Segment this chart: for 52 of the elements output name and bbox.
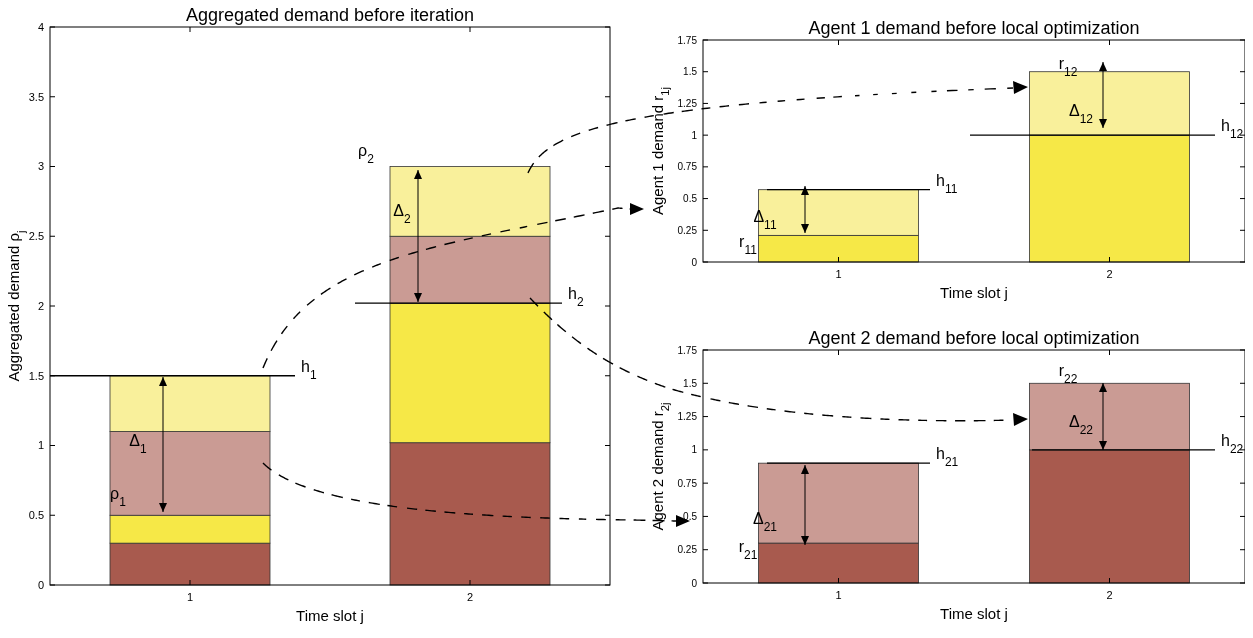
y-tick-label: 0.75: [677, 477, 698, 489]
bar: [1029, 134, 1190, 263]
y-tick-label: 2: [37, 299, 44, 312]
x-tick-label: 1: [835, 589, 842, 601]
y-tick-label: 4: [37, 20, 44, 33]
y-tick-label: 1: [691, 129, 698, 141]
annotation: ρ$_{2}$: [358, 141, 375, 166]
x-axis-title: Time slot j: [296, 607, 364, 624]
annotation: Δ$_{12}$: [1068, 101, 1094, 126]
y-tick-label: 1.25: [677, 411, 698, 423]
x-tick-label: 1: [186, 591, 194, 603]
annotation: r$_{21}$: [738, 537, 758, 562]
y-tick-label: 0: [691, 256, 698, 268]
annotation: Δ$_{22}$: [1068, 412, 1094, 437]
y-tick-label: 1.75: [677, 344, 698, 356]
y-tick-label: 3: [37, 160, 44, 173]
x-axis-title: Time slot j: [940, 284, 1008, 301]
annotation: ρ$_{1}$: [110, 484, 127, 509]
y-tick-label: 0.5: [683, 510, 698, 522]
x-tick-label: 2: [466, 591, 474, 603]
y-tick-label: 1: [37, 439, 44, 452]
y-tick-label: 0.5: [683, 193, 698, 205]
y-tick-label: 0.5: [28, 509, 44, 522]
annotation: r$_{11}$: [739, 232, 758, 257]
y-tick-label: 3.5: [28, 90, 44, 103]
ref-line-label: h$_{22}$: [1221, 431, 1244, 456]
y-tick-label: 1: [691, 444, 698, 456]
annotation: r$_{12}$: [1058, 54, 1078, 79]
x-axis-title: Time slot j: [940, 605, 1008, 622]
ref-line-label: h$_{11}$: [936, 171, 958, 196]
ref-line-label: h$_{1}$: [301, 357, 317, 382]
chart-title: Aggregated demand before iteration: [185, 5, 475, 25]
y-tick-label: 1.5: [683, 377, 698, 389]
y-tick-label: 0: [691, 577, 698, 589]
y-tick-label: 0.75: [677, 161, 698, 173]
y-tick-label: 0.25: [677, 224, 698, 236]
y-tick-label: 1.5: [683, 66, 698, 78]
y-tick-label: 1.75: [677, 34, 698, 46]
chart-title: Agent 1 demand before local optimization: [808, 18, 1140, 38]
ref-line-label: h$_{21}$: [936, 445, 959, 470]
annotation: r$_{22}$: [1058, 361, 1078, 386]
x-tick-label: 2: [1106, 589, 1113, 601]
ref-line-label: h$_{12}$: [1221, 117, 1244, 142]
y-tick-label: 2.5: [28, 230, 44, 243]
y-tick-label: 0.25: [677, 544, 698, 556]
y-tick-label: 1.5: [28, 369, 44, 382]
ref-line-label: h$_{2}$: [568, 285, 584, 310]
annotation: Δ$_{2}$: [393, 201, 411, 226]
chart-title: Agent 2 demand before local optimization: [808, 328, 1140, 348]
y-tick-label: 1.25: [677, 97, 698, 109]
annotation: Δ$_{1}$: [129, 431, 147, 456]
y-tick-label: 0: [37, 578, 44, 591]
